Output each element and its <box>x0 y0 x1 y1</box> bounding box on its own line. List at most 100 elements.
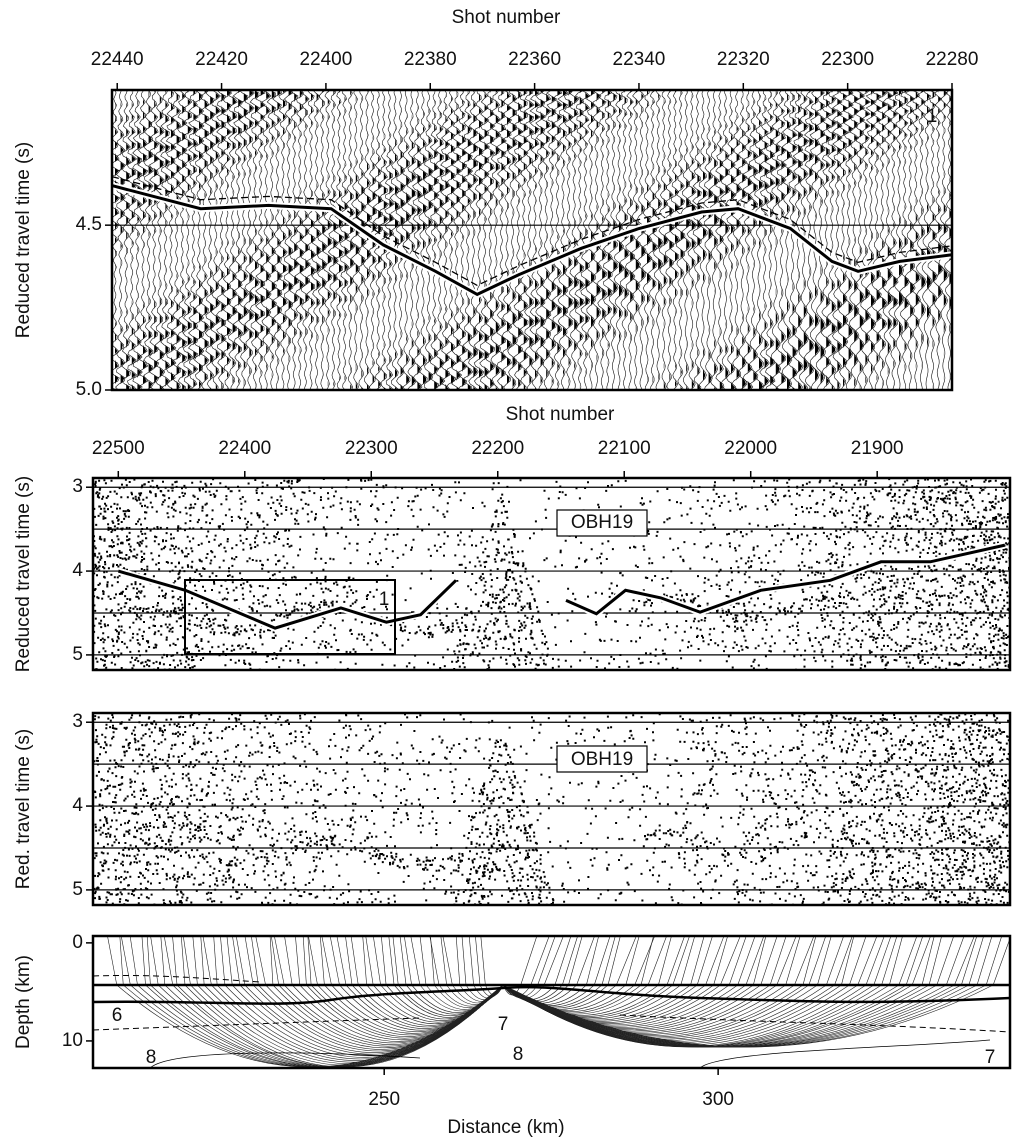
wiggle <box>445 90 457 390</box>
wiggle-fill <box>551 90 556 390</box>
wiggle <box>316 90 328 390</box>
wiggle-fill <box>759 90 763 390</box>
water-ray <box>921 936 935 986</box>
layer-boundary <box>149 1039 991 1068</box>
water-ray <box>399 936 407 986</box>
wiggle <box>395 90 406 390</box>
wiggle <box>787 90 798 390</box>
ray <box>502 984 994 1048</box>
water-ray <box>302 936 307 986</box>
water-ray <box>160 936 166 986</box>
wiggle-fill <box>557 90 562 390</box>
wiggle <box>417 90 429 390</box>
water-ray <box>329 936 340 986</box>
wiggle <box>893 90 905 390</box>
x-tick-label: 22300 <box>345 438 398 459</box>
water-ray <box>985 936 1003 986</box>
x-tick-label: 22280 <box>926 49 979 70</box>
wiggle <box>120 90 132 390</box>
water-ray <box>625 936 640 986</box>
y-tick-label: 4 <box>72 795 83 816</box>
water-ray <box>928 936 942 986</box>
wiggle-fill <box>249 90 254 390</box>
wiggle-traces <box>112 90 952 390</box>
x-tick-label: 22400 <box>299 49 352 70</box>
wiggle-fill <box>820 90 825 390</box>
wiggle <box>260 90 272 390</box>
water-ray <box>705 936 725 986</box>
wiggle <box>266 90 277 390</box>
x-tick-label: 250 <box>368 1089 400 1110</box>
wiggle <box>456 90 468 390</box>
wiggle <box>160 90 171 390</box>
water-ray <box>776 936 797 986</box>
x-tick-label: 22420 <box>195 49 248 70</box>
water-ray <box>802 936 817 986</box>
wiggle <box>944 90 952 390</box>
wiggle-fill <box>490 90 495 390</box>
water-ray <box>785 936 801 986</box>
water-ray <box>865 936 885 986</box>
wiggle <box>115 90 126 390</box>
wiggle <box>686 90 698 390</box>
wiggle <box>512 90 524 390</box>
water-ray <box>841 936 855 986</box>
wiggle <box>272 90 283 390</box>
wiggle <box>238 90 250 390</box>
y-tick-label: 4.5 <box>76 214 102 235</box>
wiggle <box>244 90 255 390</box>
wiggle-fill <box>865 90 870 390</box>
plot-frame <box>110 88 954 392</box>
water-ray <box>640 936 654 986</box>
wiggle <box>356 90 367 390</box>
water-ray <box>537 936 556 986</box>
water-ray <box>543 936 564 986</box>
water-ray <box>808 936 827 986</box>
wiggle <box>770 90 782 390</box>
water-ray <box>269 936 274 986</box>
wiggle-fill <box>115 90 119 390</box>
wiggle <box>832 90 843 390</box>
wiggle <box>859 90 872 390</box>
water-ray <box>321 936 332 986</box>
wiggle <box>188 90 199 390</box>
wiggle-fill <box>266 90 271 390</box>
water-ray <box>200 936 205 986</box>
wiggle <box>669 90 681 390</box>
wiggle-fill <box>826 90 831 390</box>
wiggle <box>647 90 658 390</box>
water-ray <box>336 936 347 986</box>
water-ray <box>235 936 246 986</box>
wiggle <box>518 90 530 390</box>
water-ray <box>745 936 765 986</box>
water-ray <box>568 936 583 986</box>
wiggle-fill <box>591 90 595 390</box>
wiggle-fill <box>210 90 214 390</box>
wiggle-fill <box>887 90 892 390</box>
wiggle <box>871 90 883 390</box>
wiggle <box>210 90 222 390</box>
water-ray <box>163 936 174 986</box>
annotation: 1 <box>927 106 938 127</box>
wiggle-fill <box>658 90 663 390</box>
wiggle-fill <box>714 90 718 390</box>
wiggle-fill <box>540 90 545 390</box>
annotation: 7 <box>498 1014 509 1035</box>
wiggle <box>501 90 513 390</box>
water-ray <box>936 936 955 986</box>
water-ray <box>817 936 832 986</box>
water-ray <box>911 936 931 986</box>
water-ray <box>232 936 241 986</box>
water-ray <box>834 936 853 986</box>
wiggle-fill <box>428 90 433 390</box>
wiggle-fill <box>204 90 209 390</box>
water-ray <box>202 936 212 986</box>
wiggle-fill <box>361 90 366 390</box>
wiggle <box>288 90 300 390</box>
water-ray <box>794 936 815 986</box>
water-ray <box>362 936 367 986</box>
water-ray <box>696 936 713 986</box>
wiggle-fill <box>703 90 707 390</box>
water-ray <box>728 936 747 986</box>
